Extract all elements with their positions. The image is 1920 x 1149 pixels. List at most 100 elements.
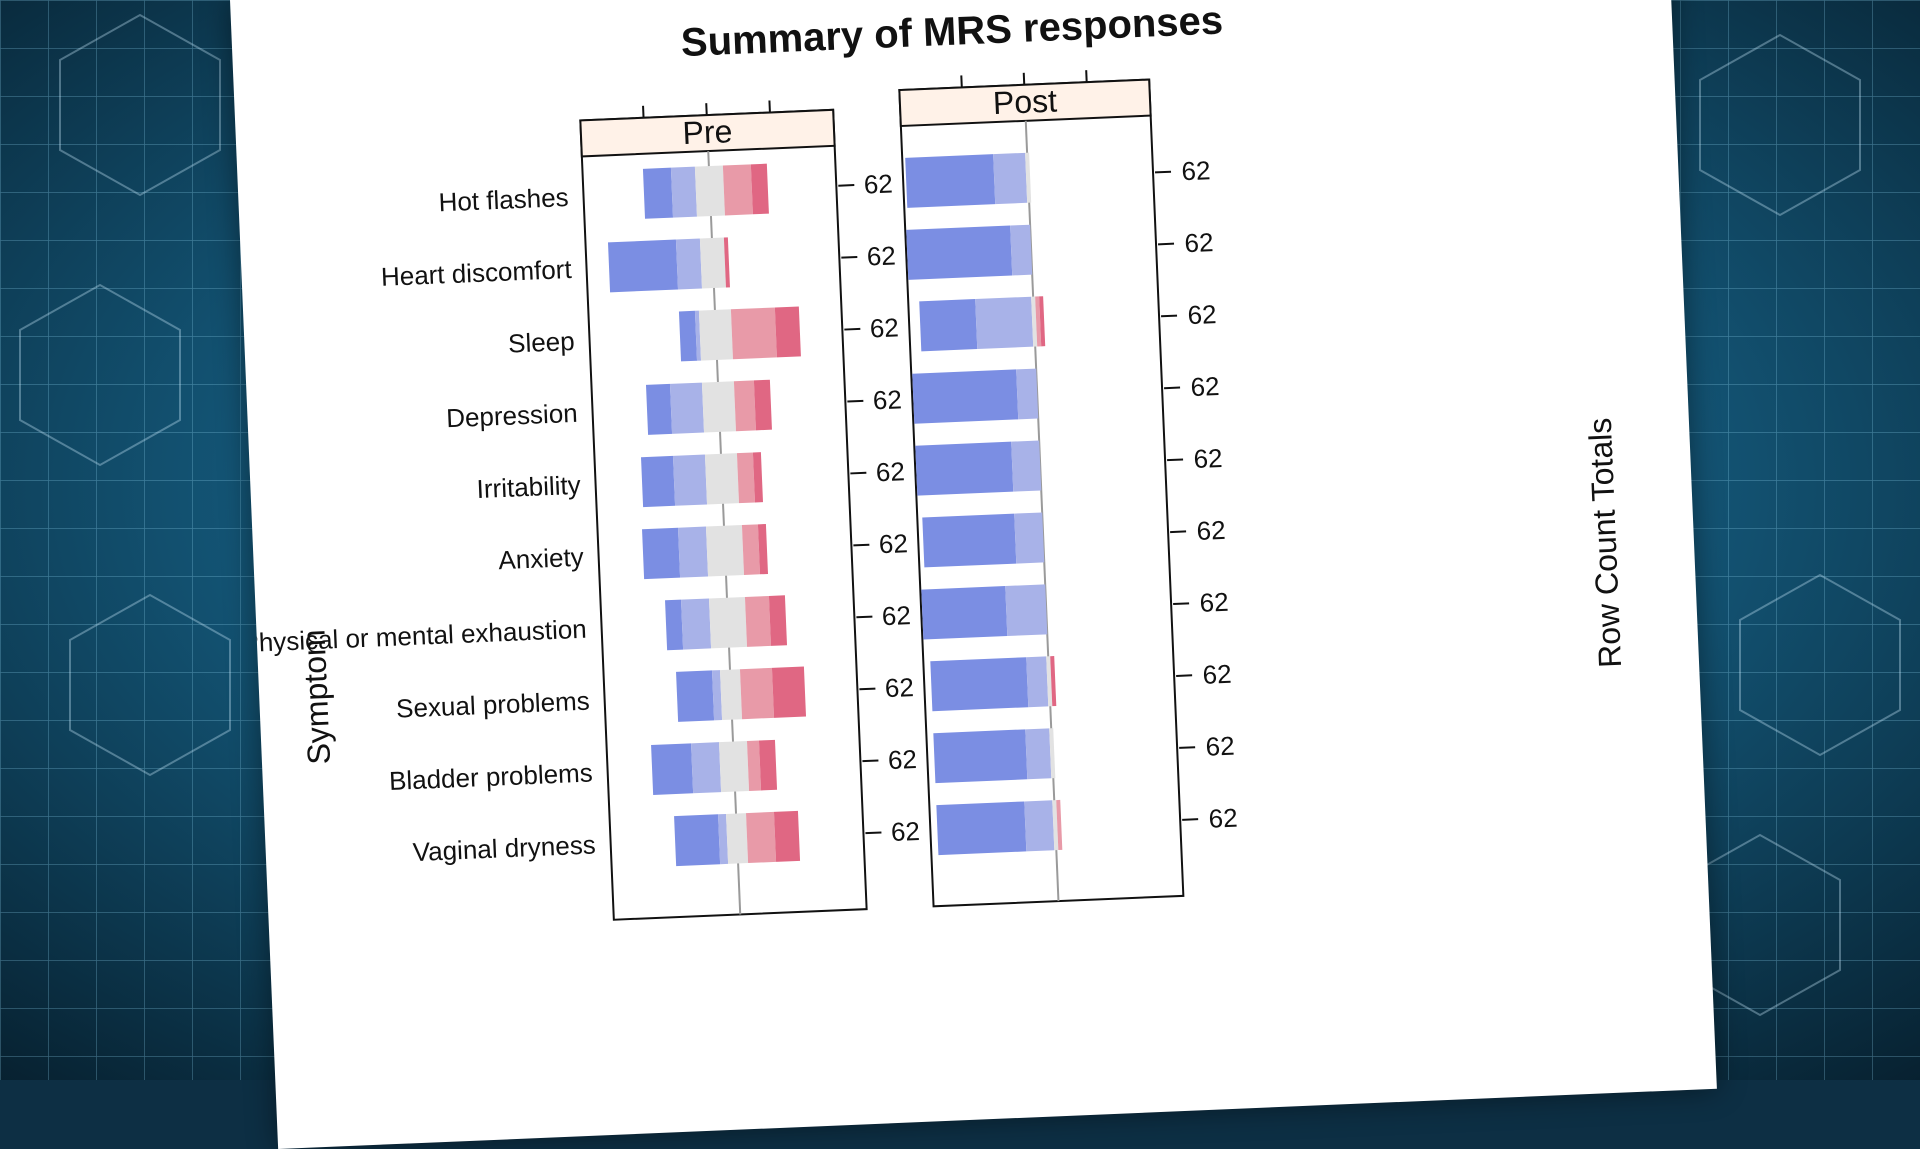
- bar-pre-3-light_blue: [670, 383, 704, 434]
- bar-post-6-light_blue: [1005, 584, 1047, 636]
- bar-pre-5-strong_blue: [642, 528, 680, 579]
- bar-pre-7-light_red: [740, 668, 774, 719]
- row-tick-post-6: [1173, 603, 1189, 604]
- bar-post-4-light_blue: [1011, 441, 1041, 492]
- row-count-pre-0: 62: [863, 168, 893, 199]
- top-tick-pre-2: [769, 100, 770, 112]
- bar-pre-9-strong_blue: [674, 814, 720, 866]
- row-count-pre-8: 62: [887, 744, 917, 775]
- chart-paper: Summary of MRS responses Symptom Row Cou…: [230, 0, 1717, 1149]
- bar-pre-0-neutral: [695, 166, 725, 217]
- bar-pre-2-strong_red: [775, 306, 801, 357]
- strip-label-pre: Pre: [682, 113, 733, 151]
- bar-post-9-strong_blue: [936, 801, 1026, 855]
- bar-post-7-strong_blue: [930, 657, 1028, 711]
- bar-post-4-strong_blue: [915, 442, 1013, 496]
- bar-pre-4-light_blue: [673, 455, 707, 506]
- bar-pre-3-light_red: [734, 380, 756, 431]
- row-tick-post-9: [1182, 819, 1198, 820]
- row-tick-pre-5: [853, 545, 869, 546]
- bar-pre-8-neutral: [719, 741, 749, 792]
- bar-pre-6-light_red: [745, 596, 771, 647]
- bar-post-3-light_blue: [1016, 369, 1038, 420]
- row-tick-post-3: [1164, 388, 1180, 389]
- top-tick-post-0: [961, 75, 962, 87]
- bar-pre-8-light_red: [747, 740, 761, 790]
- bar-post-5-light_blue: [1014, 512, 1044, 563]
- bar-pre-7-strong_red: [772, 667, 806, 718]
- row-tick-pre-7: [859, 689, 875, 690]
- bar-post-7-light_blue: [1026, 656, 1048, 707]
- row-tick-post-2: [1161, 316, 1177, 317]
- row-count-post-6: 62: [1199, 587, 1229, 618]
- row-count-pre-2: 62: [869, 312, 899, 343]
- bar-post-5-strong_blue: [922, 514, 1016, 568]
- bar-post-8-light_blue: [1025, 728, 1051, 779]
- bar-post-6-strong_blue: [921, 586, 1007, 639]
- bar-pre-0-strong_red: [751, 164, 769, 215]
- category-label-1: Heart discomfort: [380, 254, 573, 292]
- strip-label-post: Post: [992, 82, 1058, 121]
- bar-pre-3-neutral: [702, 381, 736, 432]
- row-count-pre-7: 62: [884, 672, 914, 703]
- row-count-pre-5: 62: [878, 528, 908, 559]
- bar-pre-8-strong_red: [759, 740, 777, 791]
- bar-pre-4-strong_blue: [641, 456, 675, 507]
- category-label-4: Irritability: [476, 470, 581, 504]
- bar-pre-6-neutral: [709, 597, 747, 648]
- category-label-8: Bladder problems: [388, 758, 593, 797]
- row-count-post-1: 62: [1184, 227, 1214, 258]
- bar-pre-1-light_blue: [676, 239, 702, 290]
- bar-pre-0-light_blue: [671, 167, 697, 218]
- category-label-7: Sexual problems: [396, 686, 591, 724]
- row-tick-pre-6: [856, 617, 872, 618]
- row-count-pre-4: 62: [875, 456, 905, 487]
- row-count-post-7: 62: [1202, 659, 1232, 690]
- row-tick-pre-2: [844, 329, 860, 330]
- bar-post-3-strong_blue: [912, 369, 1018, 423]
- bar-pre-4-light_red: [737, 452, 755, 503]
- bar-pre-4-neutral: [705, 453, 739, 504]
- bar-pre-0-light_red: [723, 164, 753, 215]
- row-count-post-0: 62: [1181, 155, 1211, 186]
- bar-pre-0-strong_blue: [643, 168, 673, 219]
- bar-pre-6-strong_blue: [665, 600, 683, 651]
- bar-post-8-strong_blue: [933, 729, 1027, 783]
- bar-pre-8-strong_blue: [651, 743, 693, 795]
- row-count-pre-6: 62: [881, 600, 911, 631]
- row-tick-pre-8: [862, 761, 878, 762]
- row-count-post-4: 62: [1193, 443, 1223, 474]
- category-label-9: Vaginal dryness: [412, 829, 596, 867]
- bar-post-0-strong_blue: [905, 154, 995, 208]
- bar-pre-2-strong_blue: [679, 311, 697, 362]
- row-tick-pre-3: [847, 401, 863, 402]
- bar-pre-2-neutral: [699, 309, 733, 360]
- category-label-6: Physical or mental exhaustion: [241, 614, 587, 658]
- category-label-5: Anxiety: [498, 542, 584, 576]
- row-tick-post-5: [1170, 531, 1186, 532]
- bar-pre-1-strong_blue: [608, 240, 678, 293]
- bar-pre-5-neutral: [706, 525, 744, 576]
- chart-title: Summary of MRS responses: [680, 0, 1224, 65]
- row-count-post-9: 62: [1208, 803, 1238, 834]
- category-label-3: Depression: [446, 398, 579, 433]
- row-tick-pre-9: [865, 832, 881, 833]
- bar-pre-9-light_red: [746, 812, 776, 863]
- bar-post-2-light_blue: [975, 297, 1033, 349]
- bar-pre-6-strong_red: [769, 595, 787, 646]
- row-count-post-8: 62: [1205, 731, 1235, 762]
- row-tick-pre-4: [850, 473, 866, 474]
- bar-pre-6-light_blue: [681, 598, 711, 649]
- row-count-pre-1: 62: [866, 240, 896, 271]
- bar-pre-7-strong_blue: [676, 670, 714, 721]
- bar-pre-9-strong_red: [774, 811, 800, 862]
- row-count-pre-3: 62: [872, 384, 902, 415]
- mrs-chart: Summary of MRS responses Symptom Row Cou…: [230, 0, 1717, 1149]
- bar-pre-1-neutral: [700, 238, 726, 289]
- bar-pre-3-strong_red: [754, 380, 772, 431]
- bar-post-2-strong_blue: [919, 299, 977, 351]
- row-tick-post-8: [1179, 747, 1195, 748]
- bar-pre-2-light_red: [731, 307, 777, 359]
- bar-post-9-light_blue: [1024, 800, 1054, 851]
- bar-pre-8-light_blue: [691, 742, 721, 793]
